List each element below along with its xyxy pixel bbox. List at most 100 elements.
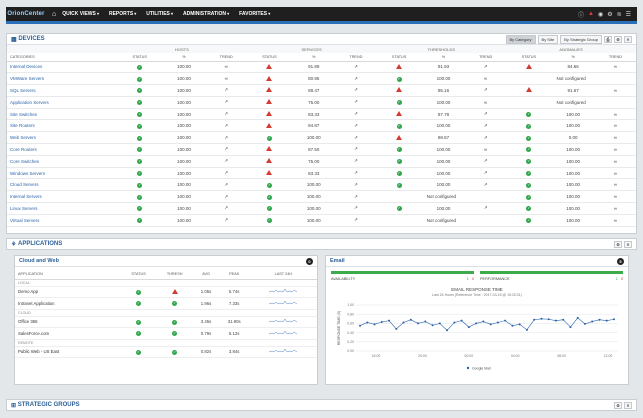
menu-icon[interactable]: ☰ (625, 11, 631, 18)
export-icon[interactable]: ⎙ (604, 35, 612, 43)
cloud-web-panel: Cloud and Web 0 APPLICATION STATUS THRESH A… (14, 255, 318, 385)
percent-cell: 100.00 (551, 167, 595, 180)
trend-flat-icon: ∞ (613, 135, 618, 141)
gear-icon[interactable]: ⚙ (614, 401, 622, 409)
app-row[interactable]: Intranet Application ✓ ✓ 1.96s 7.33s (15, 297, 317, 310)
device-row[interactable]: Site Routers ✓ 100.00 ↗ 94.87 ↗ ✓ 100.00 ↗ ✓ 100.0… (7, 119, 636, 133)
category-link[interactable]: Linux Servers (7, 202, 117, 215)
nav-utilities[interactable]: UTILITIES (146, 11, 183, 17)
app-row[interactable]: SalesForce.com ✓ ✓ 0.79s 5.12s (15, 327, 317, 340)
percent-cell: 100.00 (551, 202, 595, 215)
ok-status-icon: ✓ (172, 331, 178, 337)
app-name[interactable]: Intranet Application (15, 297, 122, 310)
ok-status-icon: ✓ (137, 123, 143, 129)
col-header: CATEGORIES (7, 53, 117, 62)
device-row[interactable]: Windows Servers ✓ 100.00 ↗ 83.33 ↗ ✓ 100.00 ↗ ✓ 10… (7, 167, 636, 180)
device-row[interactable]: Core Routers ✓ 100.00 ↗ 87.50 ↗ ✓ 100.00 ∞ ✓ 100.0… (7, 143, 636, 156)
close-icon[interactable]: ✕ (624, 35, 632, 43)
close-icon[interactable]: ✕ (624, 240, 632, 248)
category-link[interactable]: Internal Servers (7, 190, 117, 204)
category-link[interactable]: Web Servers (7, 131, 117, 145)
status-cell: ✓ (246, 214, 293, 227)
trend-cell: ↗ (335, 108, 377, 121)
status-cell: ✓ (246, 178, 293, 192)
trend-cell: ∞ (594, 178, 636, 192)
status-cell: ✓ (506, 167, 552, 180)
status-cell: ✓ (117, 178, 163, 192)
category-link[interactable]: Site Routers (7, 119, 117, 133)
device-row[interactable]: Site Switches ✓ 100.00 ↗ 83.33 ↗ 97.78 ↗ ✓ 100.00… (7, 108, 636, 121)
nav-reports[interactable]: REPORTS (109, 11, 146, 17)
percent-cell: 97.78 (421, 108, 466, 121)
nav-favorites[interactable]: FAVORITES (239, 11, 280, 17)
device-row[interactable]: Virtual Servers ✓ 100.00 ↗ ✓ 100.00 ↗ Not confi… (7, 214, 636, 227)
app-thresh: ✓ (155, 316, 194, 328)
device-row[interactable]: Cloud Servers ✓ 100.00 ↗ ✓ 100.00 ↗ ✓ 100.00 ↗ ✓ 10… (7, 178, 636, 192)
view-by-strategic-group[interactable]: By Strategic Group (560, 34, 602, 44)
device-row[interactable]: Internal Servers ✓ 100.00 ↗ ✓ 100.00 ↗ Not conf… (7, 190, 636, 204)
status-cell: ✓ (506, 119, 552, 133)
close-icon[interactable]: ✕ (624, 401, 632, 409)
category-link[interactable]: Cloud Servers (7, 178, 117, 192)
ok-status-icon: ✓ (526, 171, 532, 177)
app-row[interactable]: Office 365 ✓ ✓ 3.45s 31.90s (15, 316, 317, 328)
col-header: % (551, 53, 595, 62)
percent-cell: 100.00 (551, 143, 595, 156)
percent-cell: 100.00 (421, 119, 466, 133)
wifi-icon[interactable]: ≋ (616, 11, 622, 18)
trend-cell: ↗ (335, 155, 377, 168)
device-row[interactable]: Web Servers ✓ 100.00 ↗ ✓ 100.00 ↗ 98.67 ↗ ✓ 0.00 ∞ (7, 131, 636, 145)
category-link[interactable]: Internal Devices (7, 61, 117, 74)
device-row[interactable]: Internal Devices ✓ 100.00 ∞ 91.89 ↗ 91.93 ↗ 84.6… (7, 61, 636, 74)
percent-cell: 100.00 (421, 178, 466, 192)
settings-icon[interactable]: ⚙ (607, 11, 613, 18)
performance-bad-count: 0 (620, 277, 623, 281)
app-row[interactable]: Demo App ✓ 1.05s 5.74s (15, 286, 317, 298)
category-link[interactable]: Core Switches (7, 155, 117, 168)
app-peak: 3.84s (218, 346, 250, 358)
app-row[interactable]: Public Web - US East ✓ ✓ 0.82s 3.84s (15, 346, 317, 358)
trend-up-icon: ↗ (224, 158, 229, 164)
app-name[interactable]: Office 365 (15, 316, 122, 328)
category-link[interactable]: Virtual Servers (7, 214, 117, 227)
device-row[interactable]: VMWare Servers ✓ 100.00 ∞ 80.95 ↗ ✓ 100.00 ∞ Not … (7, 72, 636, 86)
app-table-header: APPLICATION STATUS THRESH AVG PEAK LAST 24H (15, 269, 317, 280)
category-link[interactable]: VMWare Servers (7, 72, 117, 86)
ok-status-icon: ✓ (396, 76, 402, 82)
view-by-category[interactable]: By Category (505, 34, 536, 44)
view-by-site[interactable]: By Site (537, 34, 559, 44)
devices-icon: ▦ (11, 36, 19, 43)
gear-icon[interactable]: ⚙ (614, 35, 622, 43)
category-link[interactable]: Core Routers (7, 143, 117, 156)
data-point (547, 318, 550, 321)
nav-quick-views[interactable]: QUICK VIEWS (62, 11, 109, 17)
alert-icon[interactable]: ▲ (587, 11, 594, 17)
trend-cell: ∞ (594, 108, 636, 121)
nav-administration[interactable]: ADMINISTRATION (183, 11, 239, 17)
percent-cell: 100.00 (551, 190, 595, 204)
logo[interactable]: OrionCenter (6, 7, 46, 21)
app-status: ✓ (121, 286, 156, 298)
category-link[interactable]: Application Servers (7, 96, 117, 109)
home-icon[interactable]: ⌂ (52, 10, 57, 18)
category-link[interactable]: Site Switches (7, 108, 117, 121)
status-cell: ✓ (376, 167, 422, 180)
status-cell (506, 84, 552, 97)
trend-up-icon: ↗ (354, 111, 358, 117)
device-row[interactable]: SQL Servers ✓ 100.00 ↗ 89.47 ↗ 95.16 ↗ 91.67 ∞ (7, 84, 636, 97)
device-row[interactable]: Linux Servers ✓ 100.00 ↗ ✓ 100.00 ↗ ✓ 100.00 ↗ ✓ 10… (7, 202, 636, 215)
app-name[interactable]: SalesForce.com (15, 327, 122, 340)
info-icon[interactable]: ⓘ (577, 12, 584, 19)
app-name[interactable]: Public Web - US East (15, 346, 122, 358)
device-row[interactable]: Core Switches ✓ 100.00 ↗ 75.00 ↗ ✓ 100.00 ↗ ✓ 100.… (7, 155, 636, 168)
user-icon[interactable]: ◉ (597, 11, 604, 18)
category-link[interactable]: SQL Servers (7, 84, 117, 97)
device-row[interactable]: Application Servers ✓ 100.00 ↗ 75.00 ↗ ✓ 100.00… (7, 96, 636, 109)
trend-up-icon: ↗ (224, 217, 229, 223)
app-name[interactable]: Demo App (15, 286, 122, 298)
status-cell: ✓ (376, 202, 422, 215)
category-link[interactable]: Windows Servers (7, 167, 117, 180)
status-cell: ✓ (117, 61, 163, 74)
gear-icon[interactable]: ⚙ (614, 240, 622, 248)
percent-cell: 100.00 (292, 202, 336, 215)
